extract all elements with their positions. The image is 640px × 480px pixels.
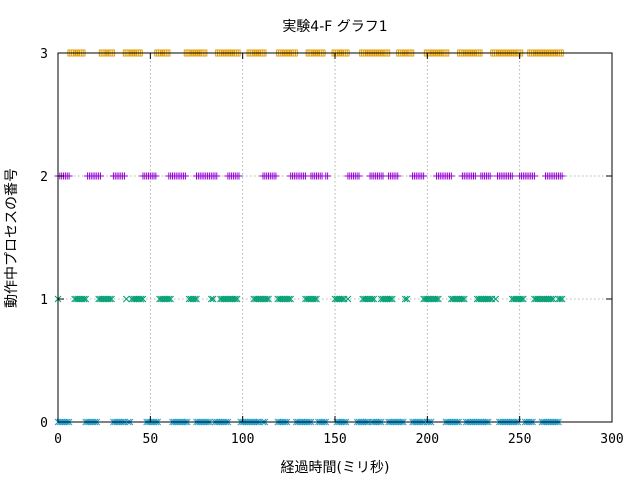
- data-point-process-1: [108, 295, 115, 303]
- data-point-process-1: [344, 295, 352, 303]
- y-tick-label: 0: [40, 416, 48, 431]
- data-point-process-1: [433, 295, 440, 303]
- data-points: [54, 49, 566, 426]
- data-point-process-2: [120, 172, 128, 180]
- data-point-process-1: [403, 295, 411, 303]
- data-point-process-2: [65, 172, 73, 180]
- data-point-process-1: [265, 295, 272, 303]
- data-point-process-1: [82, 295, 90, 303]
- data-point-process-1: [368, 295, 376, 303]
- data-point-process-1: [339, 295, 346, 303]
- x-tick-label: 100: [231, 432, 254, 447]
- data-point-process-2: [181, 172, 189, 180]
- axis-ticks: 0 50 100 150 200 250 300 0 1 2 3: [40, 47, 624, 447]
- data-point-process-1: [233, 295, 241, 303]
- data-point-process-1: [435, 295, 442, 303]
- data-point-process-1: [80, 295, 88, 303]
- data-point-process-1: [492, 295, 500, 303]
- data-point-process-1: [311, 295, 319, 303]
- data-point-process-1: [122, 295, 130, 303]
- data-point-process-1: [460, 295, 468, 303]
- data-point-process-2: [558, 172, 566, 180]
- data-point-process-1: [193, 295, 200, 303]
- data-point-process-1: [139, 295, 147, 303]
- data-point-process-2: [447, 172, 455, 180]
- data-point-process-1: [547, 295, 555, 303]
- data-point-process-1: [106, 295, 114, 303]
- x-tick-label: 150: [323, 432, 346, 447]
- data-point-process-2: [394, 172, 402, 180]
- data-point-process-1: [518, 295, 525, 303]
- data-point-process-1: [558, 295, 566, 303]
- data-point-process-1: [207, 295, 215, 303]
- data-point-process-2: [420, 172, 428, 180]
- data-point-process-1: [387, 295, 394, 303]
- data-point-process-2: [508, 172, 516, 180]
- data-point-process-1: [370, 295, 378, 303]
- data-point-process-1: [165, 295, 173, 303]
- data-point-process-2: [530, 172, 538, 180]
- data-point-process-1: [263, 295, 271, 303]
- data-point-process-2: [96, 172, 104, 180]
- data-point-process-1: [459, 295, 466, 303]
- x-tick-label: 250: [508, 432, 531, 447]
- y-tick-label: 3: [40, 47, 48, 62]
- x-tick-label: 50: [143, 432, 159, 447]
- data-point-process-2: [152, 172, 160, 180]
- x-axis-label: 経過時間(ミリ秒): [281, 460, 390, 476]
- data-point-process-1: [388, 295, 396, 303]
- data-point-process-2: [355, 172, 363, 180]
- x-tick-label: 300: [600, 432, 623, 447]
- data-point-process-1: [401, 295, 409, 303]
- y-tick-label: 2: [40, 170, 48, 185]
- data-point-process-1: [231, 295, 239, 303]
- data-point-process-2: [213, 172, 221, 180]
- data-point-process-1: [556, 295, 564, 303]
- data-point-process-1: [209, 295, 217, 303]
- data-point-process-2: [272, 172, 280, 180]
- grid-lines: [58, 53, 612, 422]
- y-axis-label: 動作中プロセスの番号: [4, 168, 20, 308]
- data-point-process-1: [287, 295, 295, 303]
- chart-title: 実験4-F グラフ1: [282, 19, 387, 35]
- data-point-process-1: [313, 295, 320, 303]
- x-tick-label: 200: [416, 432, 439, 447]
- data-point-process-1: [285, 295, 293, 303]
- data-point-process-1: [520, 295, 527, 303]
- data-point-process-1: [486, 295, 494, 303]
- y-tick-label: 1: [40, 293, 48, 308]
- data-point-process-1: [167, 295, 175, 303]
- data-point-process-1: [137, 295, 145, 303]
- data-point-process-2: [324, 172, 332, 180]
- data-point-process-1: [549, 295, 557, 303]
- data-point-process-2: [486, 172, 494, 180]
- data-point-process-1: [191, 295, 199, 303]
- data-point-process-2: [235, 172, 243, 180]
- x-tick-label: 0: [54, 432, 62, 447]
